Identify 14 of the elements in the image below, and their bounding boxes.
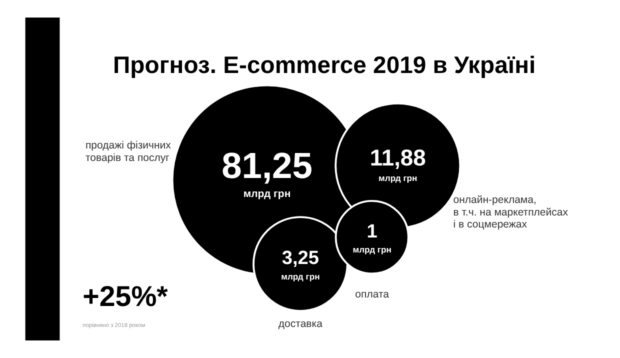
category-label: продажі фізичних товарів та послуг (86, 139, 172, 164)
data-label: 1 (366, 221, 378, 242)
category-label: оплата (355, 288, 390, 300)
text: млрд грн (378, 172, 418, 183)
text: +25%* (82, 281, 169, 314)
data-label: 11,88 (370, 144, 426, 171)
text: млрд грн (243, 188, 291, 200)
data-label: 81,25 (222, 145, 312, 186)
text: млрд грн (352, 244, 392, 255)
category-label: онлайн-реклама, в т.ч. на маркетплейсах і в соцмережах (453, 194, 569, 231)
text: млрд грн (281, 271, 320, 282)
category-label: доставка (278, 318, 323, 330)
data-label: 3,25 (282, 248, 320, 270)
text: Прогноз. E-commerce 2019 в Україні (113, 52, 536, 79)
